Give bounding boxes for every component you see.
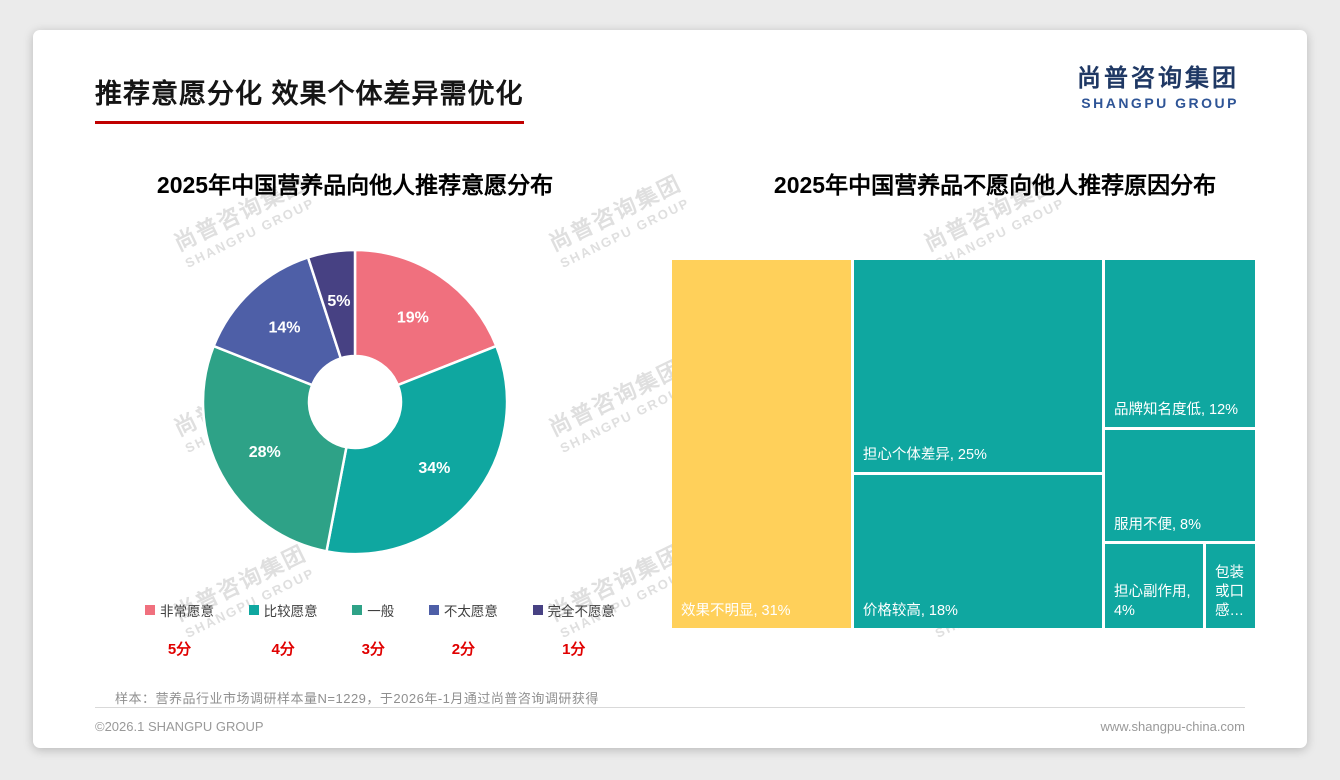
legend-swatch <box>145 605 155 615</box>
donut-legend: 非常愿意 5分 比较愿意 4分 一般 3分 不太愿意 2分 完全不愿意 1分 <box>145 600 615 659</box>
donut-segment-3 <box>212 255 343 387</box>
footer-copyright: ©2026.1 SHANGPU GROUP <box>95 719 264 734</box>
treemap-cell-label: 品牌知名度低, 12% <box>1113 402 1239 419</box>
legend-label: 比较愿意 <box>263 604 318 619</box>
donut-chart: 19% 34% 28% 14% 5% <box>201 248 509 556</box>
legend-item-3: 不太愿意 2分 <box>428 600 498 659</box>
footer: ©2026.1 SHANGPU GROUP www.shangpu-china.… <box>95 707 1245 734</box>
treemap-cell-4: 服用不便, 8% <box>1104 430 1255 542</box>
treemap-cell-1: 担心个体差异, 25% <box>853 260 1102 473</box>
treemap-cell-6: 包装或口感… <box>1206 544 1255 628</box>
legend-entry: 完全不愿意 <box>532 600 616 620</box>
sample-note: 样本：营养品行业市场调研样本量N=1229，于2026年-1月通过尚普咨询调研获… <box>115 691 599 706</box>
treemap-chart-title: 2025年中国营养品不愿向他人推荐原因分布 <box>773 172 1217 198</box>
treemap-cell-label: 担心副作用, 4% <box>1113 584 1191 620</box>
donut-chart-title: 2025年中国营养品向他人推荐意愿分布 <box>156 172 554 198</box>
treemap-cell-2: 价格较高, 18% <box>853 475 1102 628</box>
treemap-chart: 效果不明显, 31% 担心个体差异, 25% 价格较高, 18% 品牌知名度低, 12… <box>672 260 1255 628</box>
legend-swatch <box>248 605 259 615</box>
donut-segment-0 <box>353 248 498 387</box>
treemap-row: 担心副作用, 4% 包装或口感… <box>1104 544 1255 628</box>
legend-score: 1分 <box>562 641 586 658</box>
treemap-cell-label: 包装或口感… <box>1215 565 1244 620</box>
treemap-cell-label: 价格较高, 18% <box>862 603 958 620</box>
legend-label: 完全不愿意 <box>547 604 616 619</box>
donut-segment-1 <box>325 344 509 556</box>
legend-label: 不太愿意 <box>443 604 498 619</box>
donut-segment-4 <box>306 248 357 360</box>
treemap-cell-0: 效果不明显, 31% <box>672 260 851 628</box>
donut-segment-value-label: 34% <box>418 460 450 477</box>
legend-score: 2分 <box>451 641 476 658</box>
donut-segment-value-label: 19% <box>397 309 429 326</box>
treemap-cell-label: 担心个体差异, 25% <box>862 447 987 464</box>
legend-item-4: 完全不愿意 1分 <box>532 600 616 659</box>
company-logo: 尚普咨询集团 SHANGPU GROUP <box>1077 58 1239 111</box>
legend-entry: 非常愿意 <box>145 600 214 620</box>
treemap-cell-3: 品牌知名度低, 12% <box>1104 260 1255 428</box>
legend-swatch <box>428 605 439 615</box>
logo-text-cn: 尚普咨询集团 <box>1077 65 1239 92</box>
treemap-column: 担心个体差异, 25% 价格较高, 18% <box>853 260 1102 628</box>
donut-segment-value-label: 28% <box>249 444 281 461</box>
legend-label: 非常愿意 <box>160 604 214 619</box>
legend-entry: 不太愿意 <box>428 600 498 620</box>
legend-label: 一般 <box>367 604 395 619</box>
slide: 尚普咨询集团 SHANGPU GROUP 尚普咨询集团 SHANGPU GROUP 尚普… <box>33 30 1307 748</box>
donut-hole <box>307 354 403 450</box>
treemap-cell-5: 担心副作用, 4% <box>1104 544 1203 628</box>
treemap-cell-label: 效果不明显, 31% <box>681 603 791 620</box>
donut-segment-value-label: 14% <box>268 319 300 336</box>
legend-item-1: 比较愿意 4分 <box>248 600 318 659</box>
donut-segment-value-label: 5% <box>327 293 350 310</box>
donut-segment-2 <box>201 344 348 553</box>
logo-text-en: SHANGPU GROUP <box>1081 95 1239 111</box>
legend-item-0: 非常愿意 5分 <box>145 600 214 659</box>
legend-entry: 比较愿意 <box>248 600 318 620</box>
legend-score: 3分 <box>361 641 385 658</box>
legend-entry: 一般 <box>352 600 394 620</box>
legend-swatch <box>352 605 363 615</box>
treemap-column: 效果不明显, 31% <box>672 260 851 628</box>
legend-swatch <box>532 605 543 615</box>
footer-website: www.shangpu-china.com <box>1100 719 1245 734</box>
legend-score: 5分 <box>167 641 192 658</box>
legend-item-2: 一般 3分 <box>352 600 394 659</box>
legend-score: 4分 <box>271 641 295 658</box>
treemap-column: 品牌知名度低, 12% 服用不便, 8% 担心副作用, 4% 包装或口感… <box>1104 260 1255 628</box>
page-title: 推荐意愿分化 效果个体差异需优化 <box>95 72 524 124</box>
treemap-cell-label: 服用不便, 8% <box>1113 516 1201 533</box>
